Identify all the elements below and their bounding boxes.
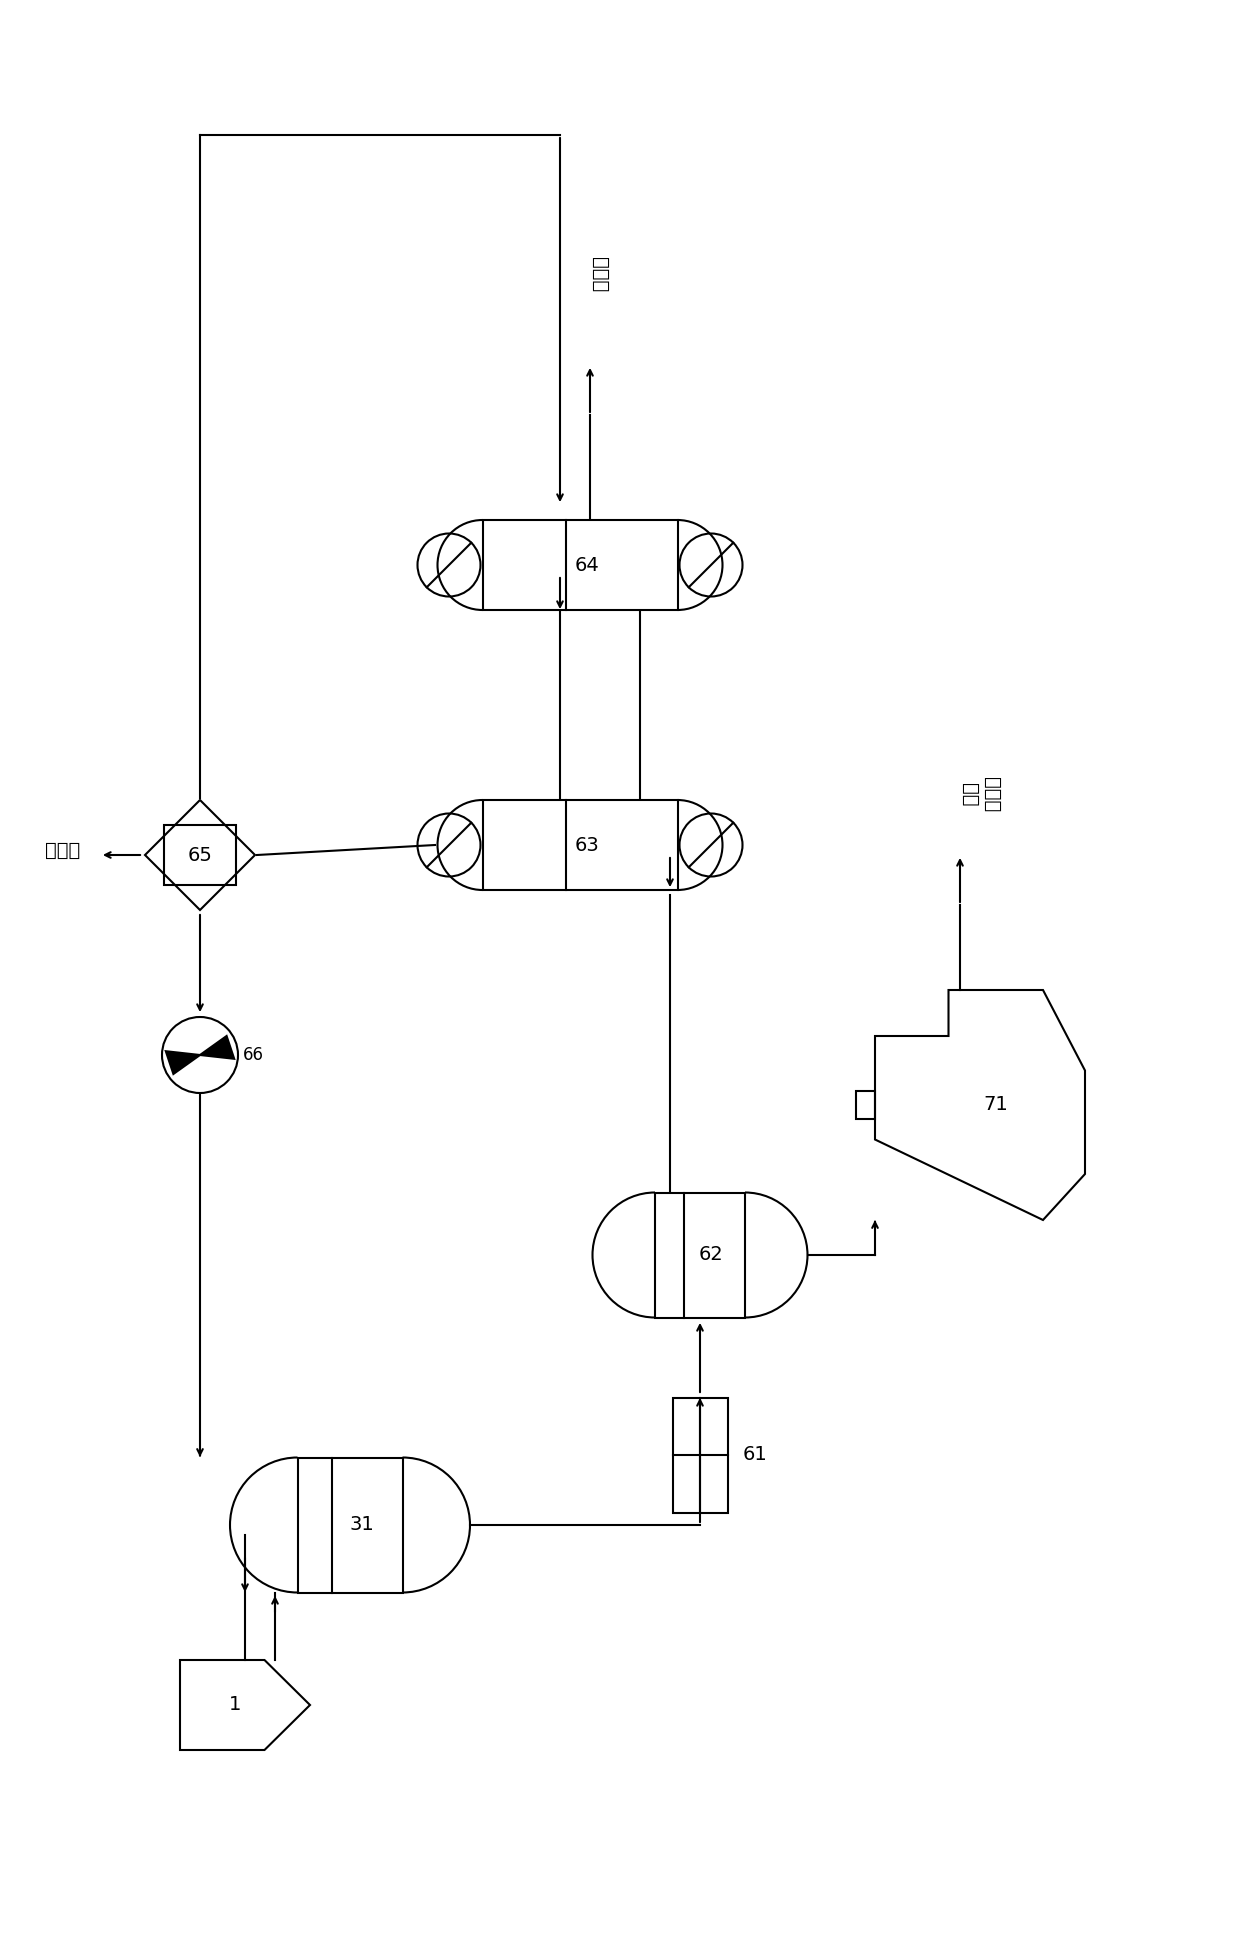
Text: 62: 62 xyxy=(698,1246,723,1264)
Text: 64: 64 xyxy=(575,555,599,575)
Bar xyxy=(482,799,677,890)
Text: 61: 61 xyxy=(743,1445,768,1465)
Bar xyxy=(672,1397,728,1513)
Text: 聚合物
产物: 聚合物 产物 xyxy=(960,778,1001,813)
Polygon shape xyxy=(200,1035,234,1058)
Bar xyxy=(164,824,236,884)
Text: 1: 1 xyxy=(229,1695,242,1714)
Bar xyxy=(655,1192,745,1318)
Polygon shape xyxy=(166,1051,200,1074)
Text: 65: 65 xyxy=(187,846,212,865)
Bar xyxy=(856,1091,875,1118)
Text: 71: 71 xyxy=(983,1095,1008,1115)
Text: 31: 31 xyxy=(350,1515,374,1534)
Text: 66: 66 xyxy=(243,1047,264,1064)
Bar xyxy=(482,521,677,610)
Bar xyxy=(298,1457,403,1593)
Text: 63: 63 xyxy=(575,836,599,855)
Text: 低聚物: 低聚物 xyxy=(590,257,609,292)
Text: 不燃气: 不燃气 xyxy=(45,840,81,859)
